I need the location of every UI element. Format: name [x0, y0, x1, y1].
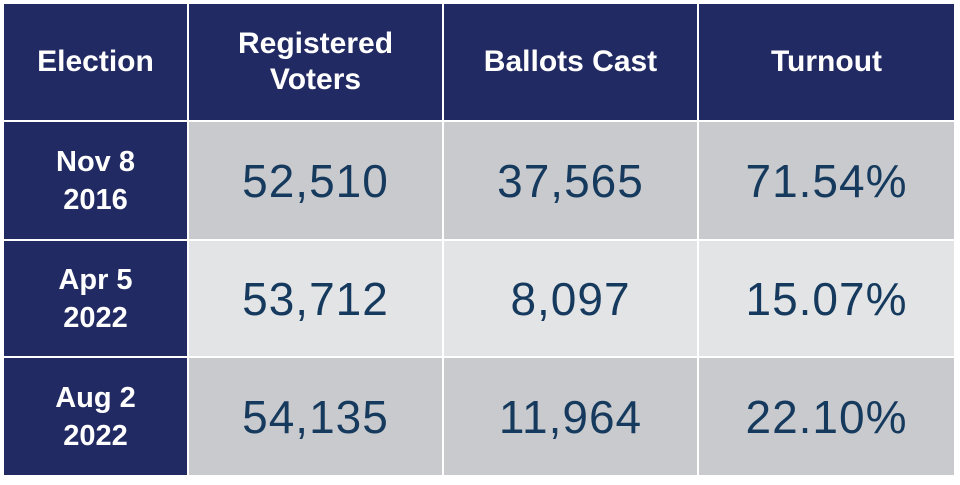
- value-cell-text: 54,135: [242, 390, 389, 443]
- election-cell: Aug 2 2022: [4, 358, 187, 475]
- value-cell-text: 53,712: [242, 272, 389, 325]
- election-cell-text: Nov 8 2016: [56, 145, 135, 216]
- header-cell-text: Turnout: [770, 45, 883, 78]
- header-cell-text: Election: [37, 45, 154, 78]
- value-cell: 37,565: [444, 122, 697, 239]
- value-cell: 53,712: [189, 241, 442, 356]
- value-cell-text: 37,565: [497, 154, 644, 207]
- header-cell-text: Registered Voters: [237, 27, 394, 96]
- value-cell: 11,964: [444, 358, 697, 475]
- value-cell: 71.54%: [699, 122, 954, 239]
- value-cell: 22.10%: [699, 358, 954, 475]
- value-cell: 54,135: [189, 358, 442, 475]
- header-cell: Ballots Cast: [444, 4, 697, 120]
- value-cell-text: 52,510: [242, 154, 389, 207]
- header-cell: Election: [4, 4, 187, 120]
- election-cell: Nov 8 2016: [4, 122, 187, 239]
- value-cell-text: 22.10%: [745, 390, 908, 443]
- value-cell: 15.07%: [699, 241, 954, 356]
- header-cell-text: Ballots Cast: [483, 45, 658, 78]
- election-cell-text: Apr 5 2022: [58, 263, 133, 334]
- value-cell: 52,510: [189, 122, 442, 239]
- results-table: Election Registered Voters Ballots Cast Tur…: [4, 4, 956, 480]
- value-cell-text: 15.07%: [745, 272, 908, 325]
- header-cell: Registered Voters: [189, 4, 442, 120]
- header-cell: Turnout: [699, 4, 954, 120]
- value-cell: 8,097: [444, 241, 697, 356]
- election-cell: Apr 5 2022: [4, 241, 187, 356]
- value-cell-text: 8,097: [510, 272, 631, 325]
- election-cell-text: Aug 2 2022: [55, 381, 136, 452]
- value-cell-text: 11,964: [498, 390, 643, 443]
- value-cell-text: 71.54%: [745, 154, 908, 207]
